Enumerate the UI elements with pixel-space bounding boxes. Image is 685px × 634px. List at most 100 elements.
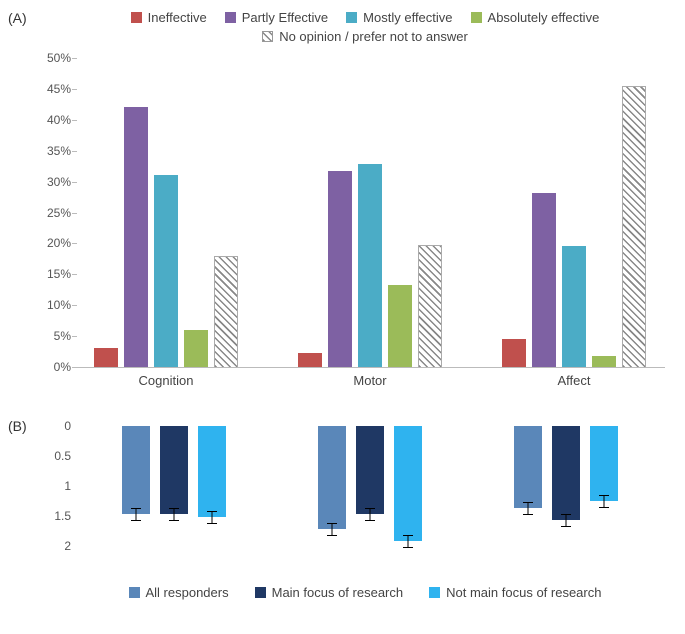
error-bar — [174, 508, 175, 520]
bar — [388, 285, 412, 367]
legend-swatch — [429, 587, 440, 598]
legend-swatch — [471, 12, 482, 23]
bar-group — [122, 426, 226, 546]
error-cap — [561, 514, 571, 515]
y-tick: 0.5 — [47, 449, 71, 463]
legend-label: Ineffective — [148, 10, 207, 25]
legend-label: Not main focus of research — [446, 585, 601, 600]
error-cap — [207, 523, 217, 524]
panel-b-label: (B) — [8, 418, 27, 434]
bar — [552, 426, 580, 520]
y-tick: 30% — [35, 175, 71, 189]
bar — [514, 426, 542, 508]
bar-group — [514, 426, 618, 546]
bar — [214, 256, 238, 367]
bar-group — [94, 58, 238, 367]
legend-label: Main focus of research — [272, 585, 404, 600]
bar — [184, 330, 208, 367]
legend-item: Mostly effective — [346, 10, 452, 25]
category-label: Motor — [353, 373, 386, 388]
y-tick: 5% — [35, 329, 71, 343]
legend-label: All responders — [146, 585, 229, 600]
legend-item: Absolutely effective — [471, 10, 600, 25]
y-tick: 25% — [35, 206, 71, 220]
bar — [154, 175, 178, 367]
legend-item: No opinion / prefer not to answer — [262, 29, 468, 44]
error-cap — [523, 514, 533, 515]
y-tick: 40% — [35, 113, 71, 127]
chart-b: 00.511.52 All responders Main focus of r… — [55, 420, 675, 600]
error-bar — [408, 535, 409, 547]
legend-swatch — [225, 12, 236, 23]
bar — [198, 426, 226, 517]
bar — [358, 164, 382, 367]
error-cap — [327, 535, 337, 536]
bar — [328, 171, 352, 367]
category-label: Cognition — [139, 373, 194, 388]
bar — [592, 356, 616, 367]
error-cap — [207, 511, 217, 512]
bar — [590, 426, 618, 501]
y-tick: 50% — [35, 51, 71, 65]
figure-root: (A) (B) Ineffective Partly Effective Mos… — [0, 0, 685, 634]
y-tick: 35% — [35, 144, 71, 158]
legend-label: Mostly effective — [363, 10, 452, 25]
legend-swatch — [346, 12, 357, 23]
bar — [122, 426, 150, 514]
error-cap — [327, 523, 337, 524]
legend-item: Partly Effective — [225, 10, 328, 25]
error-cap — [599, 507, 609, 508]
legend-item: Not main focus of research — [429, 585, 601, 600]
legend-label: Partly Effective — [242, 10, 328, 25]
legend-label: Absolutely effective — [488, 10, 600, 25]
legend-swatch — [255, 587, 266, 598]
bar-group — [298, 58, 442, 367]
error-cap — [131, 508, 141, 509]
error-bar — [604, 495, 605, 507]
error-cap — [365, 520, 375, 521]
error-bar — [136, 508, 137, 520]
bar — [532, 193, 556, 367]
y-tick: 2 — [47, 539, 71, 553]
legend-item: Ineffective — [131, 10, 207, 25]
chart-a-bars: CognitionMotorAffect — [75, 58, 665, 367]
error-bar — [370, 508, 371, 520]
error-bar — [212, 511, 213, 523]
bar — [318, 426, 346, 529]
error-cap — [599, 495, 609, 496]
error-cap — [561, 526, 571, 527]
chart-a-legend: Ineffective Partly Effective Mostly effe… — [55, 10, 675, 44]
legend-item: All responders — [129, 585, 229, 600]
legend-swatch — [131, 12, 142, 23]
bar — [94, 348, 118, 367]
bar — [622, 86, 646, 367]
bar — [356, 426, 384, 514]
y-tick: 1 — [47, 479, 71, 493]
error-cap — [131, 520, 141, 521]
y-tick: 0 — [47, 419, 71, 433]
y-tick: 1.5 — [47, 509, 71, 523]
bar — [124, 107, 148, 367]
y-tick: 45% — [35, 82, 71, 96]
error-cap — [523, 502, 533, 503]
bar — [394, 426, 422, 541]
bar — [298, 353, 322, 367]
error-cap — [365, 508, 375, 509]
chart-b-plot: 00.511.52 — [75, 426, 665, 546]
bar — [502, 339, 526, 367]
y-tick: 15% — [35, 267, 71, 281]
error-cap — [403, 535, 413, 536]
chart-a-plot: CognitionMotorAffect 0%5%10%15%20%25%30%… — [75, 58, 665, 368]
legend-swatch — [262, 31, 273, 42]
error-bar — [332, 523, 333, 535]
category-label: Affect — [557, 373, 590, 388]
bar — [562, 246, 586, 367]
y-tick: 20% — [35, 236, 71, 250]
bar — [160, 426, 188, 514]
error-cap — [169, 520, 179, 521]
y-tick: 0% — [35, 360, 71, 374]
bar-group — [318, 426, 422, 546]
panel-a-label: (A) — [8, 10, 27, 26]
legend-swatch — [129, 587, 140, 598]
chart-b-bars — [75, 426, 665, 546]
